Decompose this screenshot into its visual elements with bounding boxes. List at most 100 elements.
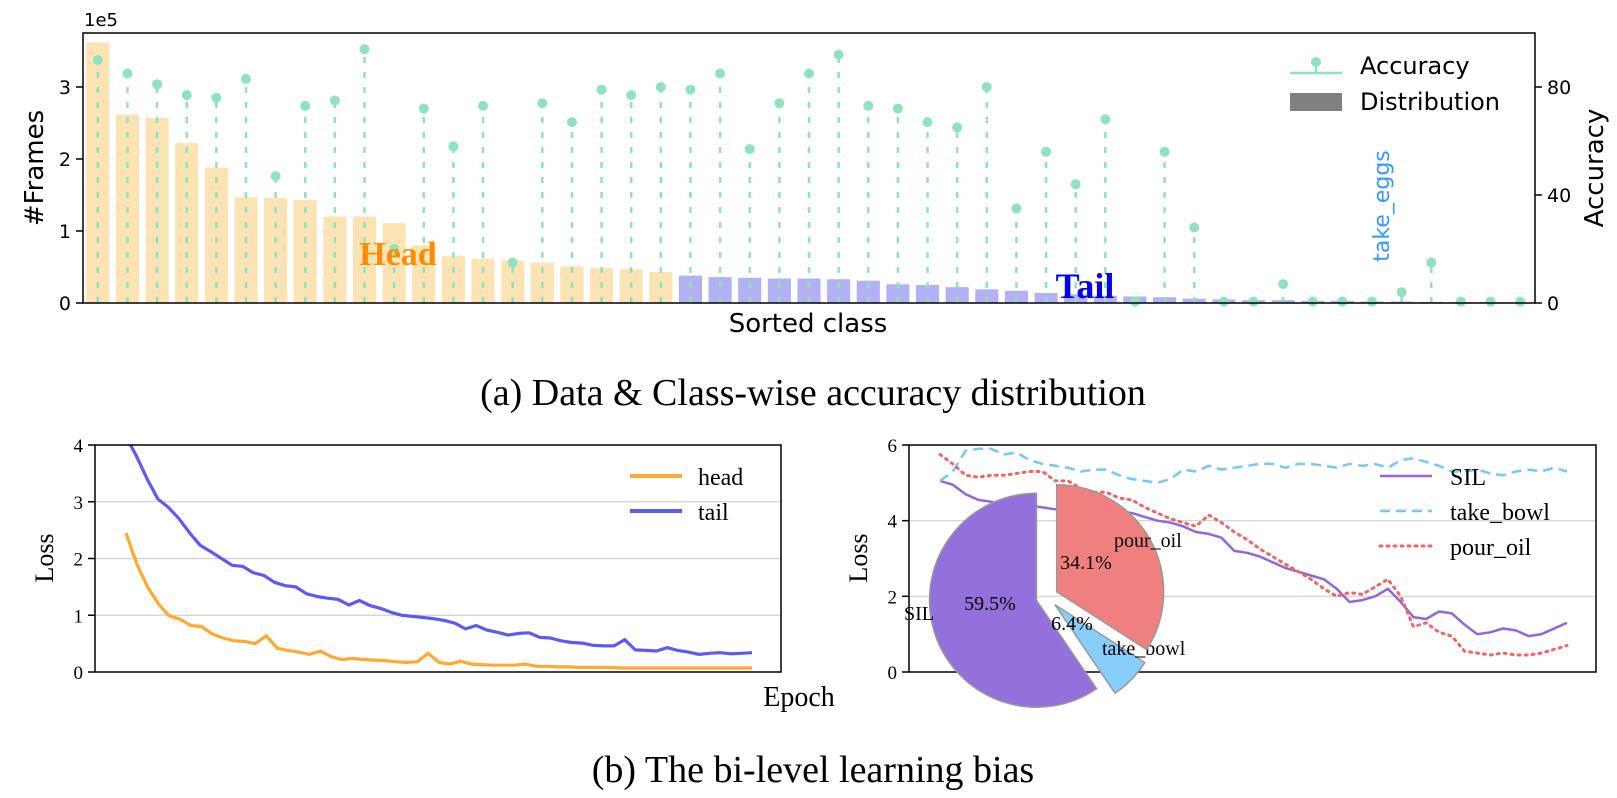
y-tick-label: 3 <box>74 493 84 514</box>
accuracy-marker <box>952 122 963 133</box>
distribution-bar <box>856 280 880 303</box>
distribution-bar <box>293 200 317 303</box>
y-axis-label-b-right: Loss <box>844 533 873 582</box>
take-eggs-annotation: take_eggs <box>1370 150 1395 262</box>
lines-b-right <box>938 447 1569 657</box>
accuracy-marker <box>1485 296 1496 307</box>
legend-b-right: SIL take_bowl pour_oil <box>1378 465 1550 561</box>
y2-tick-label: 0 <box>1547 293 1559 315</box>
bars-group <box>86 42 1532 304</box>
y-axis-b-left: 0 1 2 3 4 <box>74 436 95 684</box>
accuracy-marker <box>478 100 489 111</box>
distribution-bar <box>323 216 347 303</box>
accuracy-marker <box>122 68 133 79</box>
accuracy-marker <box>744 144 755 155</box>
series-line-take-bowl <box>939 447 1568 485</box>
distribution-bar <box>975 289 999 303</box>
accuracy-marker <box>1455 296 1466 307</box>
x-axis-label-b-left: Epoch <box>763 682 835 713</box>
y-tick-label: 2 <box>888 587 898 608</box>
legend-accuracy-marker <box>1311 57 1321 67</box>
y-tick-label: 3 <box>59 77 71 99</box>
accuracy-marker <box>1011 203 1022 214</box>
accuracy-marker <box>300 100 311 111</box>
accuracy-marker <box>1515 296 1526 307</box>
accuracy-marker <box>863 100 874 111</box>
pie-pct-label: 6.4% <box>1051 613 1093 635</box>
lines-b-left <box>124 445 753 670</box>
panel-a: 0 1 2 3 0 40 80 1e5 #Frames Accuracy Sorted c… <box>20 10 1610 339</box>
distribution-bar <box>264 197 288 303</box>
y-tick-label: 2 <box>59 149 71 171</box>
accuracy-marker <box>240 73 251 84</box>
accuracy-marker <box>892 103 903 114</box>
y-tick-label: 1 <box>74 606 84 627</box>
accuracy-marker <box>685 84 696 95</box>
accuracy-marker <box>329 95 340 106</box>
accuracy-marker <box>1129 296 1140 307</box>
accuracy-marker <box>804 68 814 79</box>
legend-distribution-label: Distribution <box>1360 88 1500 116</box>
accuracy-marker <box>1337 296 1348 307</box>
pie-slice-SIL <box>928 492 1098 708</box>
accuracy-marker <box>418 103 429 114</box>
accuracy-marker <box>981 82 992 92</box>
distribution-bar <box>708 277 732 303</box>
y2-tick-label: 40 <box>1547 185 1571 207</box>
distribution-bar <box>1004 290 1028 303</box>
y2-axis-label: Accuracy <box>1580 109 1610 228</box>
y-tick-label: 4 <box>888 512 898 533</box>
accuracy-marker <box>1070 179 1081 190</box>
accuracy-marker <box>270 171 281 182</box>
legend-a: Accuracy Distribution <box>1290 52 1500 116</box>
distribution-bar <box>827 279 851 303</box>
y-axis-label-b-left: Loss <box>30 533 59 582</box>
pie-pct-label: 59.5% <box>964 593 1016 615</box>
distribution-bar <box>86 42 110 304</box>
accuracy-marker <box>1041 146 1052 157</box>
plot-frame-a <box>82 32 1536 304</box>
legend-accuracy-label: Accuracy <box>1360 52 1470 80</box>
accuracy-marker <box>211 92 222 103</box>
pie-slice-pour-oil <box>1055 483 1165 651</box>
tail-annotation: Tail <box>1056 266 1115 306</box>
accuracy-marker <box>655 82 666 92</box>
distribution-bar <box>441 256 465 303</box>
legend-sil-label: SIL <box>1450 465 1486 491</box>
pie-inset: 59.5% SIL 6.4% take_bowl 34.1%pour_oil <box>904 483 1186 708</box>
caption-b: (b) The bi-level learning bias <box>592 749 1034 791</box>
accuracy-marker <box>1396 287 1407 298</box>
distribution-bar <box>501 260 525 303</box>
distribution-bar <box>382 223 406 303</box>
accuracy-marker <box>1159 146 1170 157</box>
pie-slice-label: pour_oil <box>1114 530 1182 552</box>
x-axis-label: Sorted class <box>729 309 888 339</box>
distribution-bar <box>767 278 791 303</box>
pie-pct-label: 34.1% <box>1060 552 1112 574</box>
accuracy-marker <box>566 117 577 128</box>
legend-tail-label: tail <box>698 500 729 526</box>
accuracy-marker <box>1426 257 1437 268</box>
accuracy-marker <box>181 90 192 101</box>
grid-b-left <box>95 501 781 616</box>
accuracy-marker <box>596 84 607 95</box>
y-axis-label: #Frames <box>20 110 50 226</box>
panel-b-left: 0 1 2 3 4 Loss Epoch head tail <box>30 436 835 713</box>
accuracy-marker <box>359 44 370 55</box>
accuracy-marker <box>1367 296 1378 307</box>
distribution-bar <box>738 277 762 303</box>
distribution-bar <box>204 167 228 303</box>
distribution-bar <box>471 259 495 303</box>
distribution-bar <box>234 197 258 303</box>
legend-head-label: head <box>698 465 743 491</box>
plot-frame-b-right <box>908 444 1597 673</box>
y-axis-right: 0 40 80 <box>1535 77 1571 315</box>
pie-slice-label: SIL <box>904 603 934 625</box>
y2-tick-label: 80 <box>1547 77 1571 99</box>
legend-pour-oil-label: pour_oil <box>1450 535 1532 561</box>
accuracy-marker <box>626 90 637 101</box>
accuracy-marker <box>537 98 548 109</box>
y-tick-label: 0 <box>888 663 898 684</box>
